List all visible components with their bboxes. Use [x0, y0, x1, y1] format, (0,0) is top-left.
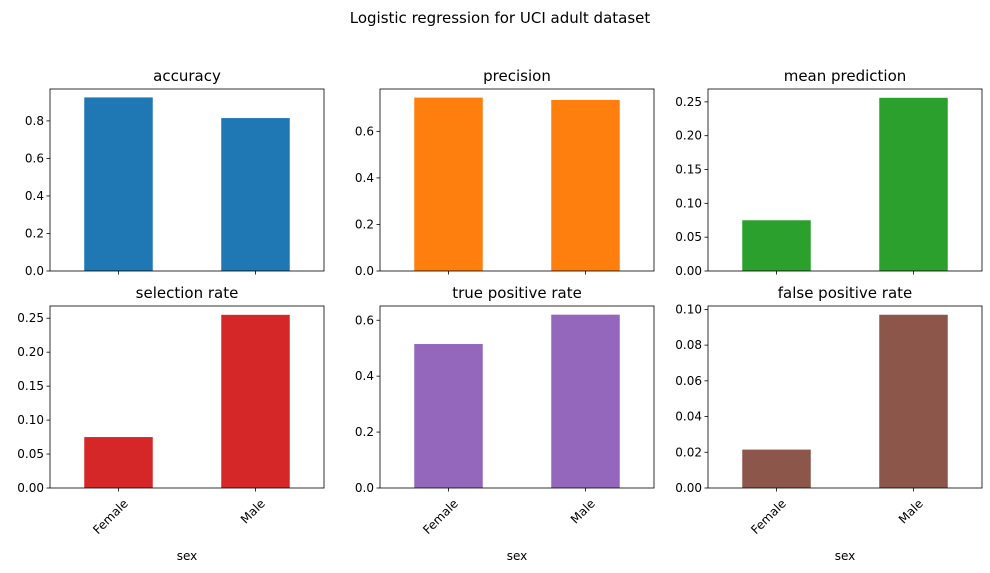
subplot-title: accuracy — [153, 67, 221, 85]
bar-female — [742, 449, 811, 488]
y-tick-label: 0.08 — [675, 338, 702, 352]
axes-frame — [707, 305, 983, 489]
y-tick-label: 0.25 — [675, 95, 702, 109]
subplot-5: true positive rate 0.0 0.2 0.4 0.6 Female Male… — [355, 284, 655, 563]
y-tick-label: 0.04 — [675, 410, 702, 424]
y-tick-label: 0.15 — [17, 379, 44, 393]
x-axis-label: sex — [507, 549, 528, 563]
y-tick-label: 0.05 — [17, 447, 44, 461]
axes-frame — [379, 88, 655, 272]
subplot-title: selection rate — [136, 284, 239, 302]
axes-frame — [707, 88, 983, 272]
y-tick-label: 0.15 — [675, 163, 702, 177]
y-tick-label: 0.06 — [675, 374, 702, 388]
y-tick-label: 0.00 — [675, 264, 702, 278]
x-tick-label-female: Female — [420, 496, 461, 537]
bar-female — [742, 220, 811, 271]
y-tick-label: 0.6 — [25, 151, 44, 165]
bar-female — [84, 97, 153, 271]
bar-male — [221, 314, 290, 488]
subplot-title: false positive rate — [778, 284, 913, 302]
y-tick-label: 0.4 — [25, 189, 44, 203]
x-tick-label-male: Male — [896, 496, 926, 526]
bar-male — [221, 118, 290, 271]
subplot-3: mean prediction 0.00 0.05 0.10 0.15 0.20 0.25 — [675, 67, 983, 278]
subplot-6: false positive rate 0.00 0.02 0.04 0.06 0.08 0… — [675, 284, 983, 563]
bar-male — [879, 97, 948, 271]
y-tick-label: 0.2 — [25, 226, 44, 240]
subplot-title: mean prediction — [784, 67, 907, 85]
subplot-4: selection rate 0.00 0.05 0.10 0.15 0.20 0.25 Fe… — [17, 284, 325, 563]
subplot-1: accuracy 0.0 0.2 0.4 0.6 0.8 — [25, 67, 325, 278]
x-tick-label-male: Male — [238, 496, 268, 526]
y-tick-label: 0.25 — [17, 311, 44, 325]
bar-female — [414, 344, 483, 488]
y-tick-label: 0.2 — [355, 425, 374, 439]
y-tick-label: 0.02 — [675, 445, 702, 459]
y-tick-label: 0.05 — [675, 230, 702, 244]
y-tick-label: 0.10 — [17, 413, 44, 427]
subplot-2: precision 0.0 0.2 0.4 0.6 — [355, 67, 655, 278]
x-axis-label: sex — [177, 549, 198, 563]
bar-male — [879, 314, 948, 488]
axes-frame — [379, 305, 655, 489]
y-tick-label: 0.4 — [355, 171, 374, 185]
bar-female — [414, 97, 483, 271]
y-tick-label: 0.10 — [675, 196, 702, 210]
figure-title: Logistic regression for UCI adult datase… — [350, 9, 651, 27]
y-tick-label: 0.20 — [675, 129, 702, 143]
x-tick-label-male: Male — [568, 496, 598, 526]
y-tick-label: 0.6 — [355, 313, 374, 327]
subplot-title: true positive rate — [452, 284, 582, 302]
y-tick-label: 0.8 — [25, 114, 44, 128]
y-tick-label: 0.0 — [25, 264, 44, 278]
y-tick-label: 0.4 — [355, 369, 374, 383]
x-tick-label-female: Female — [748, 496, 789, 537]
y-tick-label: 0.00 — [675, 481, 702, 495]
y-tick-label: 0.00 — [17, 481, 44, 495]
y-tick-label: 0.6 — [355, 124, 374, 138]
x-tick-label-female: Female — [90, 496, 131, 537]
axes-frame — [49, 88, 325, 272]
bar-female — [84, 437, 153, 488]
y-tick-label: 0.20 — [17, 345, 44, 359]
bar-male — [551, 99, 620, 271]
subplot-grid: accuracy 0.0 0.2 0.4 0.6 0.8 precision 0.0 0.2 0.… — [17, 67, 983, 563]
y-tick-label: 0.0 — [355, 264, 374, 278]
subplot-title: precision — [483, 67, 551, 85]
x-axis-label: sex — [835, 549, 856, 563]
bar-male — [551, 314, 620, 488]
y-tick-label: 0.2 — [355, 217, 374, 231]
axes-frame — [49, 305, 325, 489]
y-tick-label: 0.0 — [355, 481, 374, 495]
y-tick-label: 0.10 — [675, 302, 702, 316]
